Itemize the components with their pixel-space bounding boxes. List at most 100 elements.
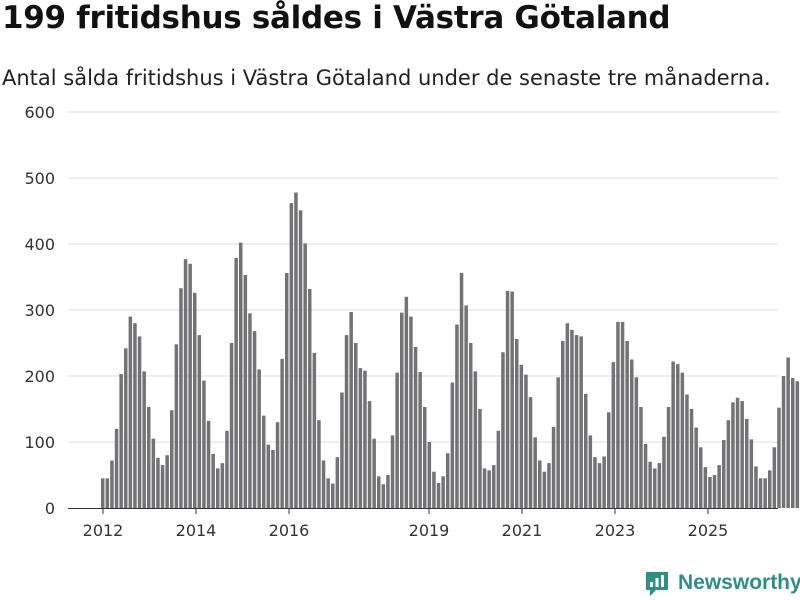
bar	[151, 438, 156, 508]
y-tick-label: 100	[24, 433, 55, 452]
bar	[561, 341, 565, 508]
bar	[510, 291, 514, 508]
bar	[708, 476, 712, 508]
bar	[542, 471, 547, 508]
x-tick-label: 2014	[176, 521, 217, 540]
bar	[781, 376, 786, 508]
bar	[326, 478, 330, 508]
bar	[501, 352, 505, 508]
bar	[745, 418, 749, 508]
bar	[703, 467, 708, 508]
bar	[252, 331, 257, 508]
bar	[616, 321, 620, 508]
bar	[487, 470, 491, 508]
bar	[653, 468, 657, 508]
bar	[142, 371, 146, 508]
bar	[547, 463, 551, 508]
brand-logo[interactable]: Newsworthy	[644, 568, 800, 598]
newsworthy-logo-icon	[646, 572, 668, 596]
bar	[749, 439, 754, 508]
bar	[441, 476, 445, 508]
bar	[515, 339, 519, 508]
bar	[492, 465, 496, 508]
bar	[372, 438, 376, 508]
bar	[390, 435, 395, 508]
bar	[211, 453, 215, 508]
bar	[289, 203, 294, 508]
bar	[423, 407, 427, 508]
bar	[676, 364, 680, 508]
bar	[574, 335, 579, 508]
bar	[257, 369, 261, 508]
bar	[160, 465, 165, 508]
bar	[671, 361, 675, 508]
bar	[662, 436, 666, 508]
bar	[266, 444, 271, 508]
bar	[533, 437, 537, 508]
bar	[722, 440, 726, 508]
bar	[156, 457, 160, 508]
bar	[114, 428, 119, 508]
bar	[193, 292, 197, 508]
bar	[248, 313, 252, 508]
bar	[386, 475, 390, 508]
bar	[611, 362, 616, 508]
chart-title: 199 fritidshus såldes i Västra Götaland	[2, 0, 671, 36]
x-axis-ticks: 2012 2014 2016 2019 2021 2023 2025	[83, 508, 728, 540]
bar	[344, 335, 349, 508]
bar	[174, 344, 179, 508]
bar	[110, 460, 114, 508]
bar	[335, 457, 340, 508]
bar	[625, 341, 629, 508]
bar	[128, 316, 133, 508]
bar	[395, 372, 399, 508]
bar	[202, 380, 206, 508]
bar	[740, 401, 744, 508]
bar	[188, 263, 192, 508]
bar	[225, 430, 229, 508]
bar	[133, 323, 137, 508]
bar	[413, 346, 418, 508]
bar	[597, 463, 602, 508]
bar	[538, 460, 542, 508]
bar	[427, 442, 432, 508]
bar	[377, 476, 381, 508]
bar	[321, 460, 326, 508]
bar	[680, 372, 685, 508]
x-tick-label: 2019	[409, 521, 450, 540]
bar	[469, 343, 473, 508]
bar	[666, 407, 671, 508]
bar	[367, 401, 372, 508]
bar	[735, 397, 740, 508]
bar	[436, 482, 441, 508]
bar	[786, 357, 790, 508]
bar	[524, 374, 528, 508]
bar	[657, 463, 662, 508]
bar	[119, 374, 123, 508]
bar	[229, 343, 234, 508]
bar	[643, 443, 648, 508]
bar	[551, 426, 556, 508]
bar	[446, 453, 450, 508]
bar	[275, 422, 280, 508]
bar	[312, 352, 317, 508]
x-tick-label: 2021	[502, 521, 543, 540]
bar	[505, 290, 510, 508]
bar	[717, 465, 721, 508]
bar	[699, 447, 703, 508]
bar	[409, 316, 413, 508]
brand-name: Newsworthy	[678, 571, 800, 594]
bar	[101, 478, 105, 508]
bar	[620, 321, 625, 508]
y-tick-label: 0	[45, 499, 55, 518]
bar	[473, 371, 478, 508]
bar	[648, 461, 652, 508]
bar-series	[101, 192, 800, 508]
bar	[726, 420, 731, 508]
bar	[165, 455, 169, 508]
x-tick-label: 2023	[595, 521, 636, 540]
bar	[308, 288, 312, 508]
x-tick-label: 2016	[269, 521, 310, 540]
bar	[400, 312, 404, 508]
